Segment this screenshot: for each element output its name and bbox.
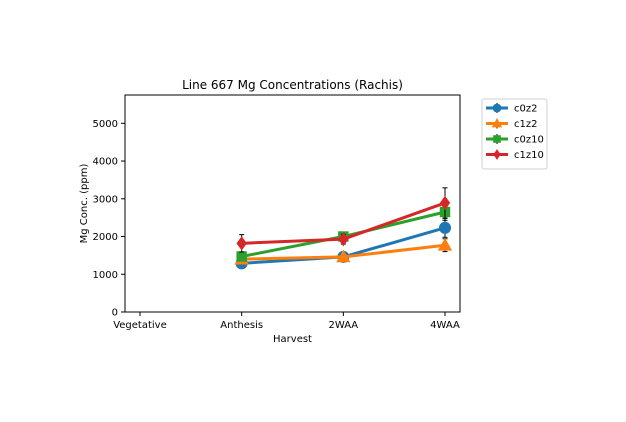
legend-label: c1z2 <box>514 119 537 130</box>
legend-item-c1z10: c1z10 <box>486 149 544 161</box>
y-tick-label: 5000 <box>93 119 118 130</box>
y-tick-label: 2000 <box>93 232 118 243</box>
data-point-c1z2 <box>437 238 453 251</box>
legend-marker <box>492 103 502 113</box>
series-layer <box>234 187 453 270</box>
legend: c0z2 c1z2 c0z10 c1z10 <box>481 98 548 170</box>
x-tick-label: 4WAA <box>430 320 460 331</box>
axes-layer: 0 1000 2000 3000 4000 5000 Vegetative Anthesis 2… <box>93 94 461 331</box>
data-point-c1z10 <box>338 232 349 247</box>
x-tick-label: Anthesis <box>220 320 263 331</box>
series-c1z10 <box>236 187 451 253</box>
data-point-c0z10 <box>236 251 247 262</box>
legend-label: c0z10 <box>514 135 544 146</box>
y-tick-label: 0 <box>112 308 118 319</box>
legend-item-c0z2: c0z2 <box>486 103 537 115</box>
y-tick-label: 3000 <box>93 194 118 205</box>
data-point-c1z2 <box>336 249 351 263</box>
chart-title: Line 667 Mg Concentrations (Rachis) <box>182 78 403 92</box>
x-tick-label: 2WAA <box>328 320 358 331</box>
x-tick-label: Vegetative <box>113 320 167 331</box>
legend-item-c0z10: c0z10 <box>486 134 544 146</box>
data-point-c0z2 <box>438 221 452 234</box>
legend-marker <box>493 149 501 160</box>
legend-label: c0z2 <box>514 104 537 115</box>
legend-label: c1z10 <box>514 150 544 161</box>
data-point-c1z10 <box>439 195 451 211</box>
legend-marker <box>491 118 503 128</box>
y-tick-label: 4000 <box>93 157 118 168</box>
x-axis-label: Harvest <box>273 334 312 345</box>
plot-frame <box>124 94 461 313</box>
data-point-c1z10 <box>236 236 247 251</box>
y-tick-label: 1000 <box>93 270 118 281</box>
legend-item-c1z2: c1z2 <box>486 118 537 130</box>
legend-marker <box>493 135 501 143</box>
series-c1z2 <box>234 238 453 265</box>
y-axis-label: Mg Conc. (ppm) <box>79 164 90 244</box>
